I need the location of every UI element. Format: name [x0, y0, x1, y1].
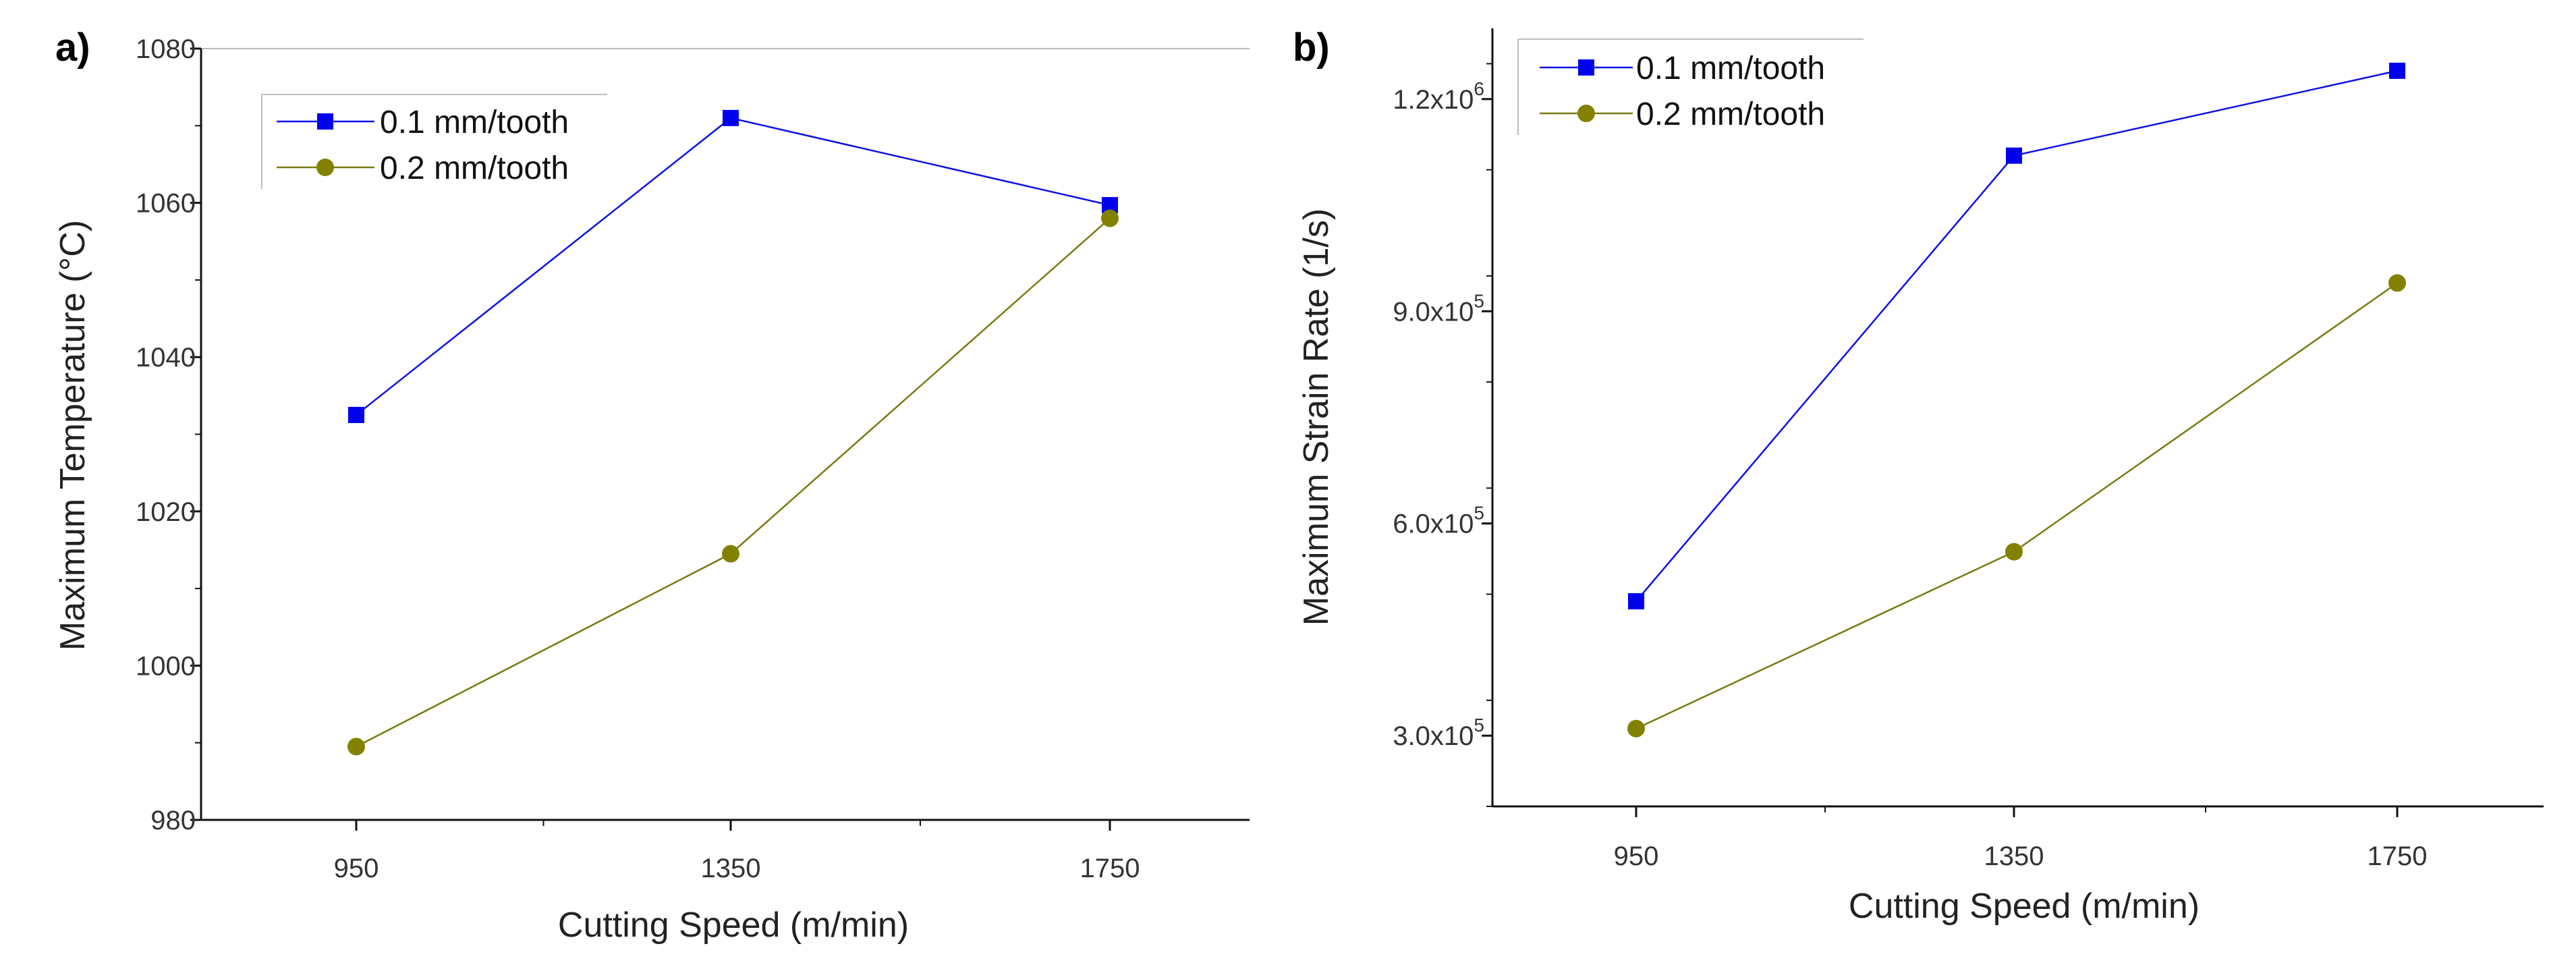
panel-b-series-0-point-950 [1628, 593, 1644, 610]
panel-a-series-1-point-1350 [722, 545, 739, 563]
panel-b-series-0-point-1750 [2389, 62, 2405, 79]
panel-b-legend-marker-0 [1578, 59, 1594, 76]
panel-b-x-axis-title: Cutting Speed (m/min) [1849, 887, 2200, 926]
panel-b-x-tick-label: 1750 [2368, 841, 2428, 871]
panel-a-temperature-chart: a) 980 1000 1020 1040 1060 1080 950 1350 1750 C… [53, 26, 1250, 945]
panel-a-series-0-point-950 [348, 406, 364, 423]
panel-b-legend-marker-1 [1577, 105, 1595, 122]
panel-b-y-tick-label: 9.0x105 [1393, 290, 1484, 327]
panel-a-legend: 0.1 mm/tooth 0.2 mm/tooth [261, 94, 607, 189]
panel-b-legend: 0.1 mm/tooth 0.2 mm/tooth [1517, 38, 1864, 135]
panel-a-series [347, 109, 1119, 756]
panel-b-y-tick-label: 3.0x105 [1393, 715, 1484, 751]
panel-a-x-ticks: 950 1350 1750 [334, 820, 1140, 883]
panel-b-x-tick-label: 1350 [1984, 841, 2044, 871]
panel-b-series-1-point-950 [1627, 719, 1645, 738]
panel-a-x-tick-label: 1750 [1080, 854, 1140, 883]
panel-b-x-tick-label: 950 [1614, 841, 1659, 871]
panel-b-label: b) [1293, 26, 1330, 70]
panel-a-label: a) [55, 26, 90, 70]
panel-b-y-ticks: 3.0x105 6.0x105 9.0x105 1.2x106 [1393, 63, 1492, 807]
panel-a-y-ticks: 980 1000 1020 1040 1060 1080 [136, 34, 201, 835]
panel-b-series [1627, 62, 2406, 738]
panel-b-legend-label-0: 0.1 mm/tooth [1636, 51, 1825, 86]
panel-b-series-1-point-1350 [2005, 543, 2023, 561]
panel-a-series-1-point-950 [347, 738, 365, 756]
panel-b-series-line-1 [1635, 282, 2398, 729]
panel-a-series-0-point-1350 [723, 109, 739, 126]
panel-a-legend-label-0: 0.1 mm/tooth [380, 105, 569, 140]
panel-a-series-1-point-1750 [1101, 209, 1119, 227]
panel-a-legend-label-1: 0.2 mm/tooth [380, 150, 569, 186]
panel-b-series-1-point-1750 [2388, 274, 2406, 292]
panel-b-legend-label-1: 0.2 mm/tooth [1636, 96, 1825, 132]
panel-a-series-line-1 [356, 217, 1111, 748]
panel-a-legend-frame [261, 94, 607, 189]
panel-a-y-tick-label: 980 [150, 806, 196, 835]
panel-a-y-tick-label: 1080 [136, 34, 196, 64]
panel-a-legend-marker-0 [317, 113, 333, 130]
panel-a-y-tick-label: 1000 [136, 651, 196, 681]
panel-a-legend-marker-1 [316, 159, 334, 176]
panel-a-x-axis-title: Cutting Speed (m/min) [558, 906, 909, 945]
panel-a-x-tick-label: 950 [334, 854, 379, 883]
panel-a-y-tick-label: 1060 [136, 189, 196, 219]
panel-a-y-tick-label: 1040 [136, 343, 196, 372]
panel-b-x-ticks: 950 1350 1750 [1614, 806, 2428, 871]
panel-a-x-tick-label: 1350 [701, 854, 761, 883]
panel-a-y-axis-title: Maximum Temperature (°C) [53, 220, 92, 651]
panel-b-legend-frame [1517, 38, 1864, 135]
panel-a-y-tick-label: 1020 [136, 497, 196, 527]
panel-b-y-tick-label: 6.0x105 [1393, 503, 1484, 539]
panel-b-y-tick-label: 1.2x106 [1393, 78, 1484, 115]
panel-b-strain-rate-chart: b) 3.0x105 6.0x105 9.0x105 1.2x106 950 1350 1… [1293, 26, 2544, 926]
panel-b-y-axis-title: Maximum Strain Rate (1/s) [1297, 209, 1336, 626]
panel-b-series-0-point-1350 [2006, 147, 2022, 164]
